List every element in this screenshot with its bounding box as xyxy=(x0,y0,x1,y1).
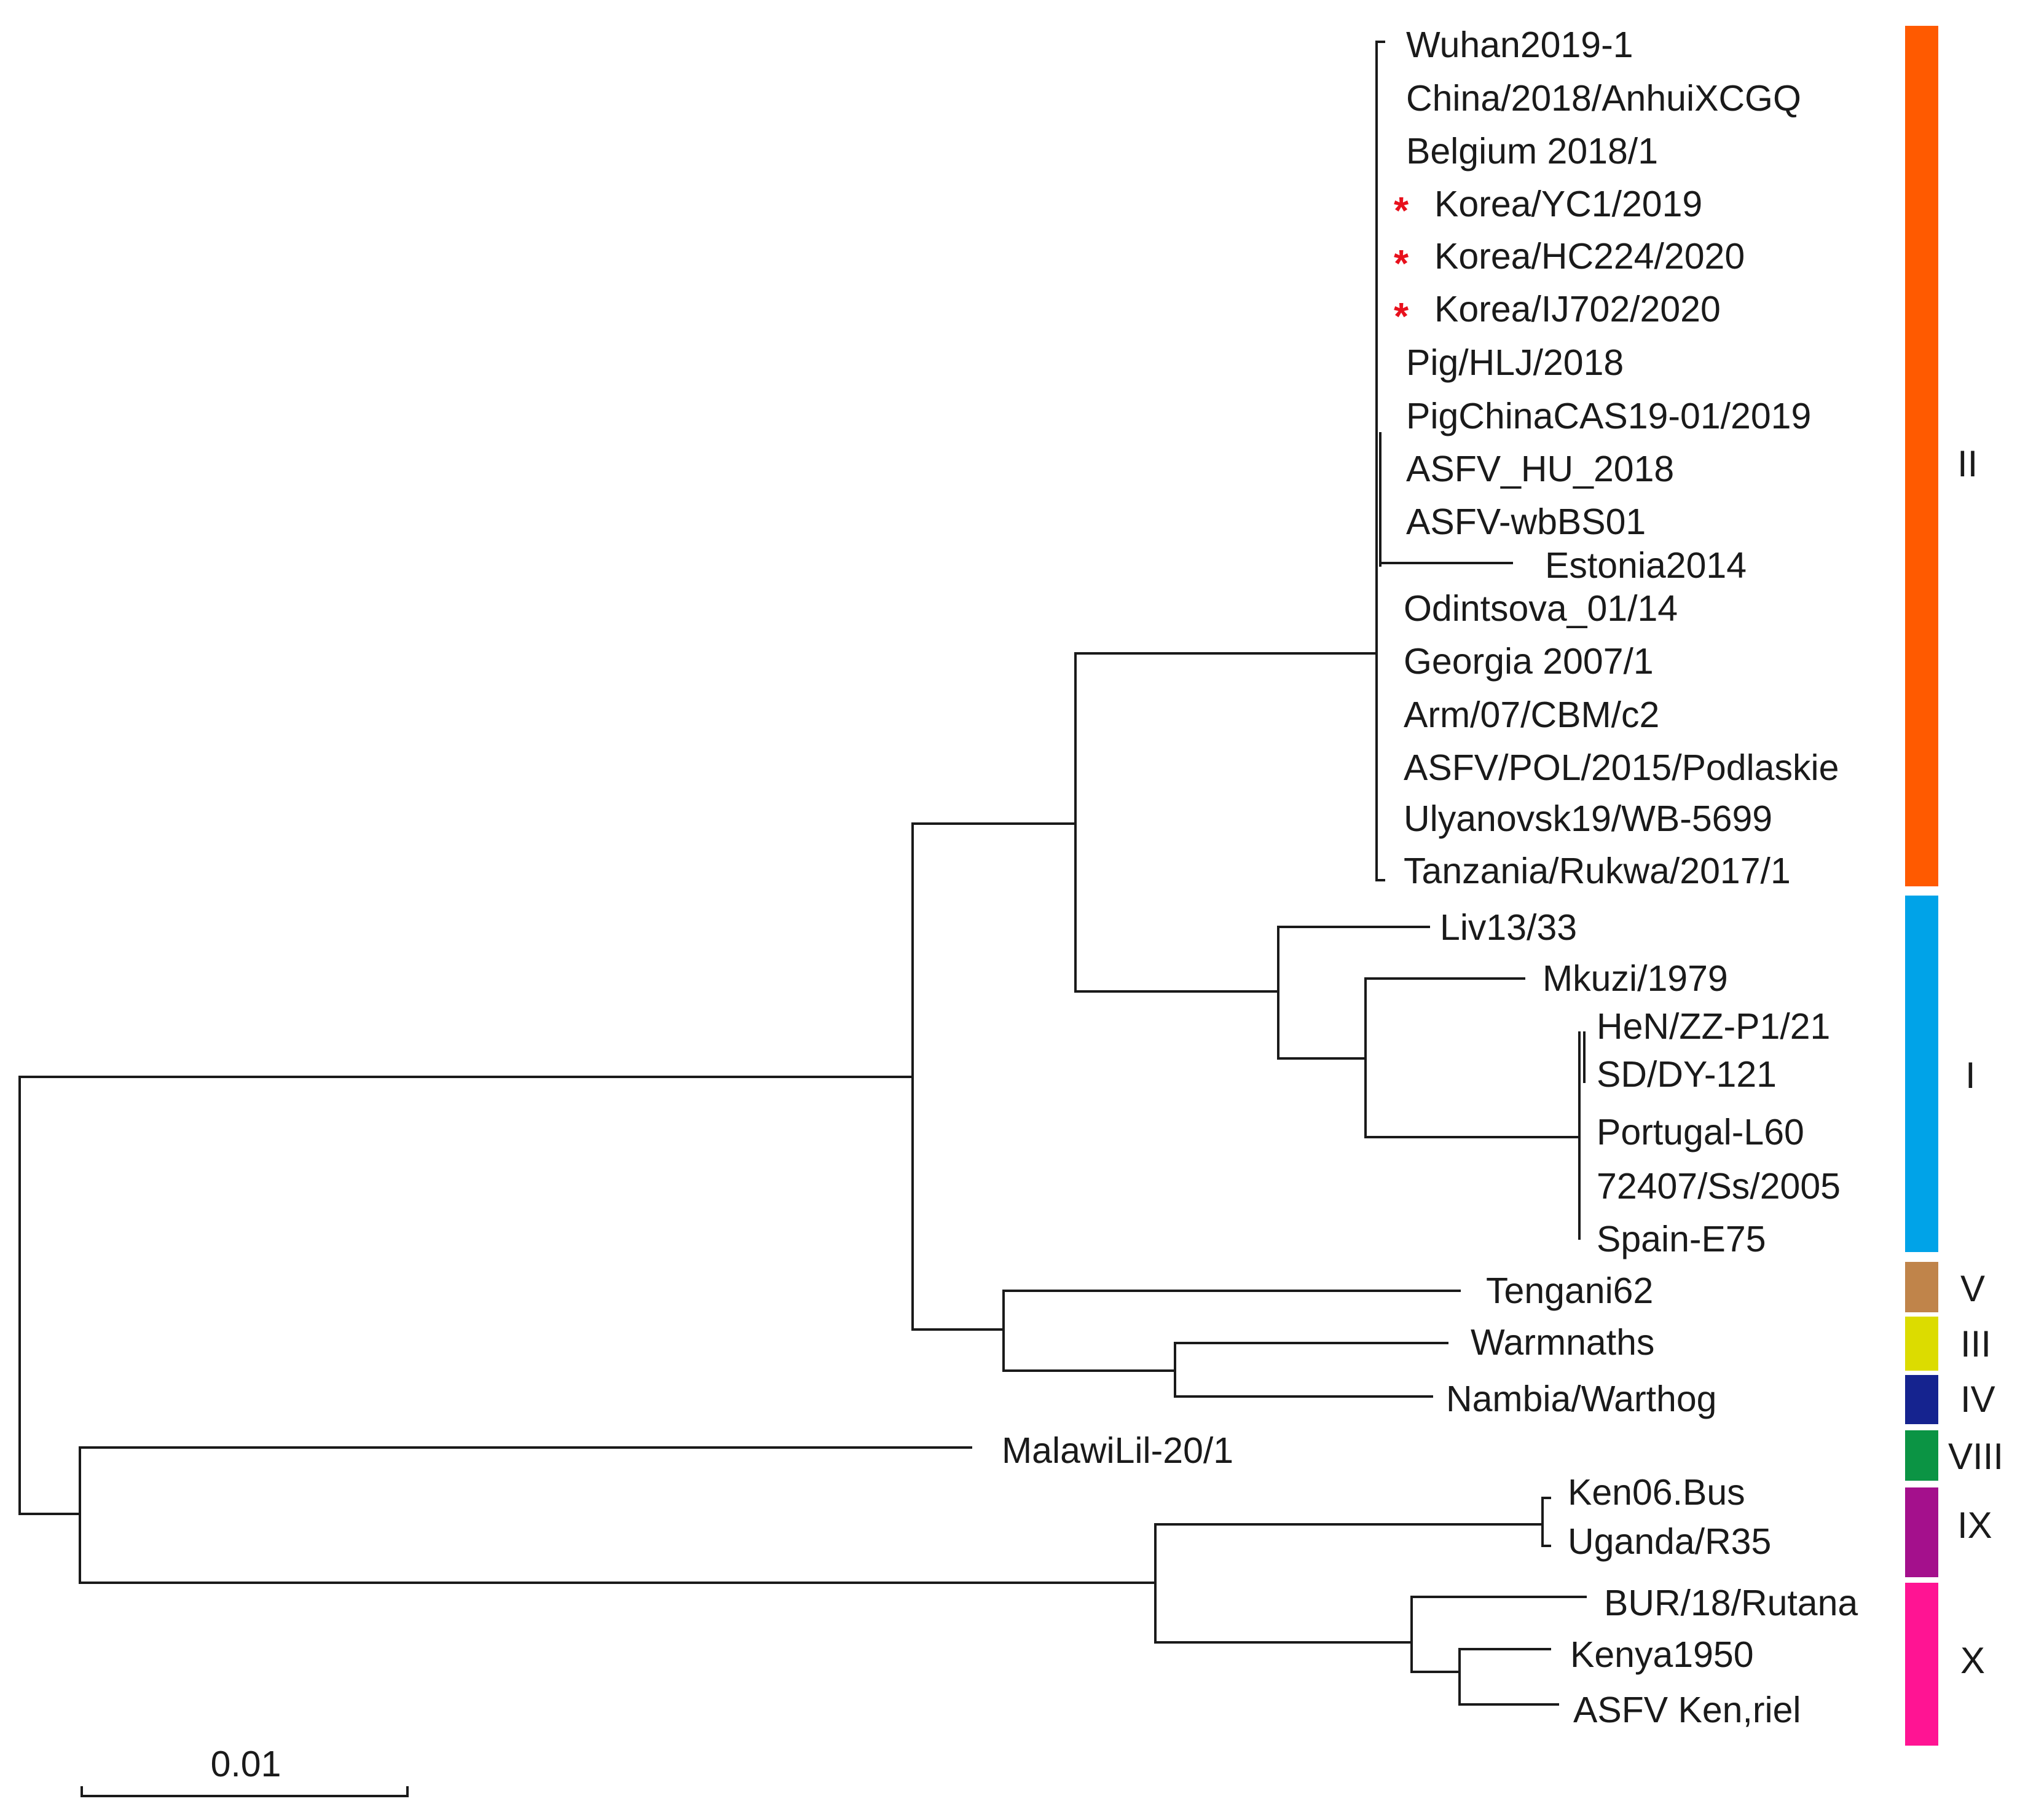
leaf-label: Liv13/33 xyxy=(1440,907,1577,948)
asterisk-marker-icon: * xyxy=(1394,190,1409,232)
genotype-bar-VIII xyxy=(1905,1430,1938,1481)
leaf-label: Ken06.Bus xyxy=(1568,1472,1745,1513)
asterisk-marker-icon: * xyxy=(1394,296,1409,338)
leaf-label: MalawiLil-20/1 xyxy=(1002,1430,1233,1471)
leaf-label: Mkuzi/1979 xyxy=(1543,958,1728,999)
leaf-label: ASFV Ken,riel xyxy=(1573,1690,1801,1730)
leaf-label: Warmnaths xyxy=(1471,1322,1654,1363)
leaf-label: China/2018/AnhuiXCGQ xyxy=(1406,78,1801,119)
leaf-label: Kenya1950 xyxy=(1570,1634,1754,1675)
leaf-label: ASFV_HU_2018 xyxy=(1406,449,1674,489)
genotype-label-I: I xyxy=(1965,1055,1976,1096)
korea-markers: * * * xyxy=(1394,190,1409,338)
leaf-label: Estonia2014 xyxy=(1545,545,1747,586)
scale-bar: 0.01 xyxy=(81,1744,409,1797)
genotype-bar-IV xyxy=(1905,1375,1938,1424)
leaf-label: Korea/IJ702/2020 xyxy=(1434,289,1721,329)
leaf-label: Arm/07/CBM/c2 xyxy=(1404,695,1659,735)
leaf-label: Tengani62 xyxy=(1486,1270,1653,1311)
genotype-label-V: V xyxy=(1960,1268,1985,1309)
leaf-label: SD/DY-121 xyxy=(1597,1054,1777,1095)
leaf-label: Spain-E75 xyxy=(1597,1219,1766,1259)
leaf-label: BUR/18/Rutana xyxy=(1604,1583,1858,1623)
leaf-label: ASFV/POL/2015/Podlaskie xyxy=(1404,747,1839,788)
tree-branches xyxy=(18,41,1587,1706)
genotype-labels: II I V III IV VIII IX X xyxy=(1948,443,2003,1681)
genotype-bar-X xyxy=(1905,1583,1938,1746)
leaf-label: Pig/HLJ/2018 xyxy=(1406,342,1624,383)
asterisk-marker-icon: * xyxy=(1394,243,1409,285)
scale-bar-label: 0.01 xyxy=(211,1744,281,1784)
genotype-bar-V xyxy=(1905,1262,1938,1312)
leaf-label: HeN/ZZ-P1/21 xyxy=(1597,1006,1830,1047)
leaf-label: Tanzania/Rukwa/2017/1 xyxy=(1404,851,1791,891)
leaf-label: Odintsova_01/14 xyxy=(1404,588,1678,629)
genotype-label-IX: IX xyxy=(1957,1505,1992,1546)
leaf-label: ASFV-wbBS01 xyxy=(1406,502,1646,542)
leaf-label: Nambia/Warthog xyxy=(1446,1379,1716,1419)
leaf-label: Ulyanovsk19/WB-5699 xyxy=(1404,798,1772,839)
leaf-labels: Wuhan2019-1 China/2018/AnhuiXCGQ Belgium… xyxy=(1002,25,1858,1730)
genotype-bar-I xyxy=(1905,896,1938,1252)
leaf-label: Portugal-L60 xyxy=(1597,1112,1804,1152)
genotype-bar-IX xyxy=(1905,1487,1938,1577)
leaf-label: Uganda/R35 xyxy=(1568,1521,1771,1562)
genotype-bars xyxy=(1905,26,1938,1746)
leaf-label: Belgium 2018/1 xyxy=(1406,131,1658,171)
leaf-label: Korea/HC224/2020 xyxy=(1434,236,1745,277)
leaf-label: 72407/Ss/2005 xyxy=(1597,1166,1841,1207)
leaf-label: Wuhan2019-1 xyxy=(1406,25,1633,65)
genotype-label-X: X xyxy=(1960,1640,1985,1681)
genotype-bar-II xyxy=(1905,26,1938,886)
genotype-label-VIII: VIII xyxy=(1948,1436,2003,1477)
genotype-label-II: II xyxy=(1957,443,1978,484)
genotype-label-III: III xyxy=(1960,1323,1991,1365)
genotype-label-IV: IV xyxy=(1960,1379,1995,1420)
leaf-label: PigChinaCAS19-01/2019 xyxy=(1406,396,1811,436)
leaf-label: Georgia 2007/1 xyxy=(1404,641,1654,682)
branch-II-leaf-ticks xyxy=(1375,41,1385,881)
leaf-label: Korea/YC1/2019 xyxy=(1434,184,1702,224)
genotype-bar-III xyxy=(1905,1317,1938,1371)
